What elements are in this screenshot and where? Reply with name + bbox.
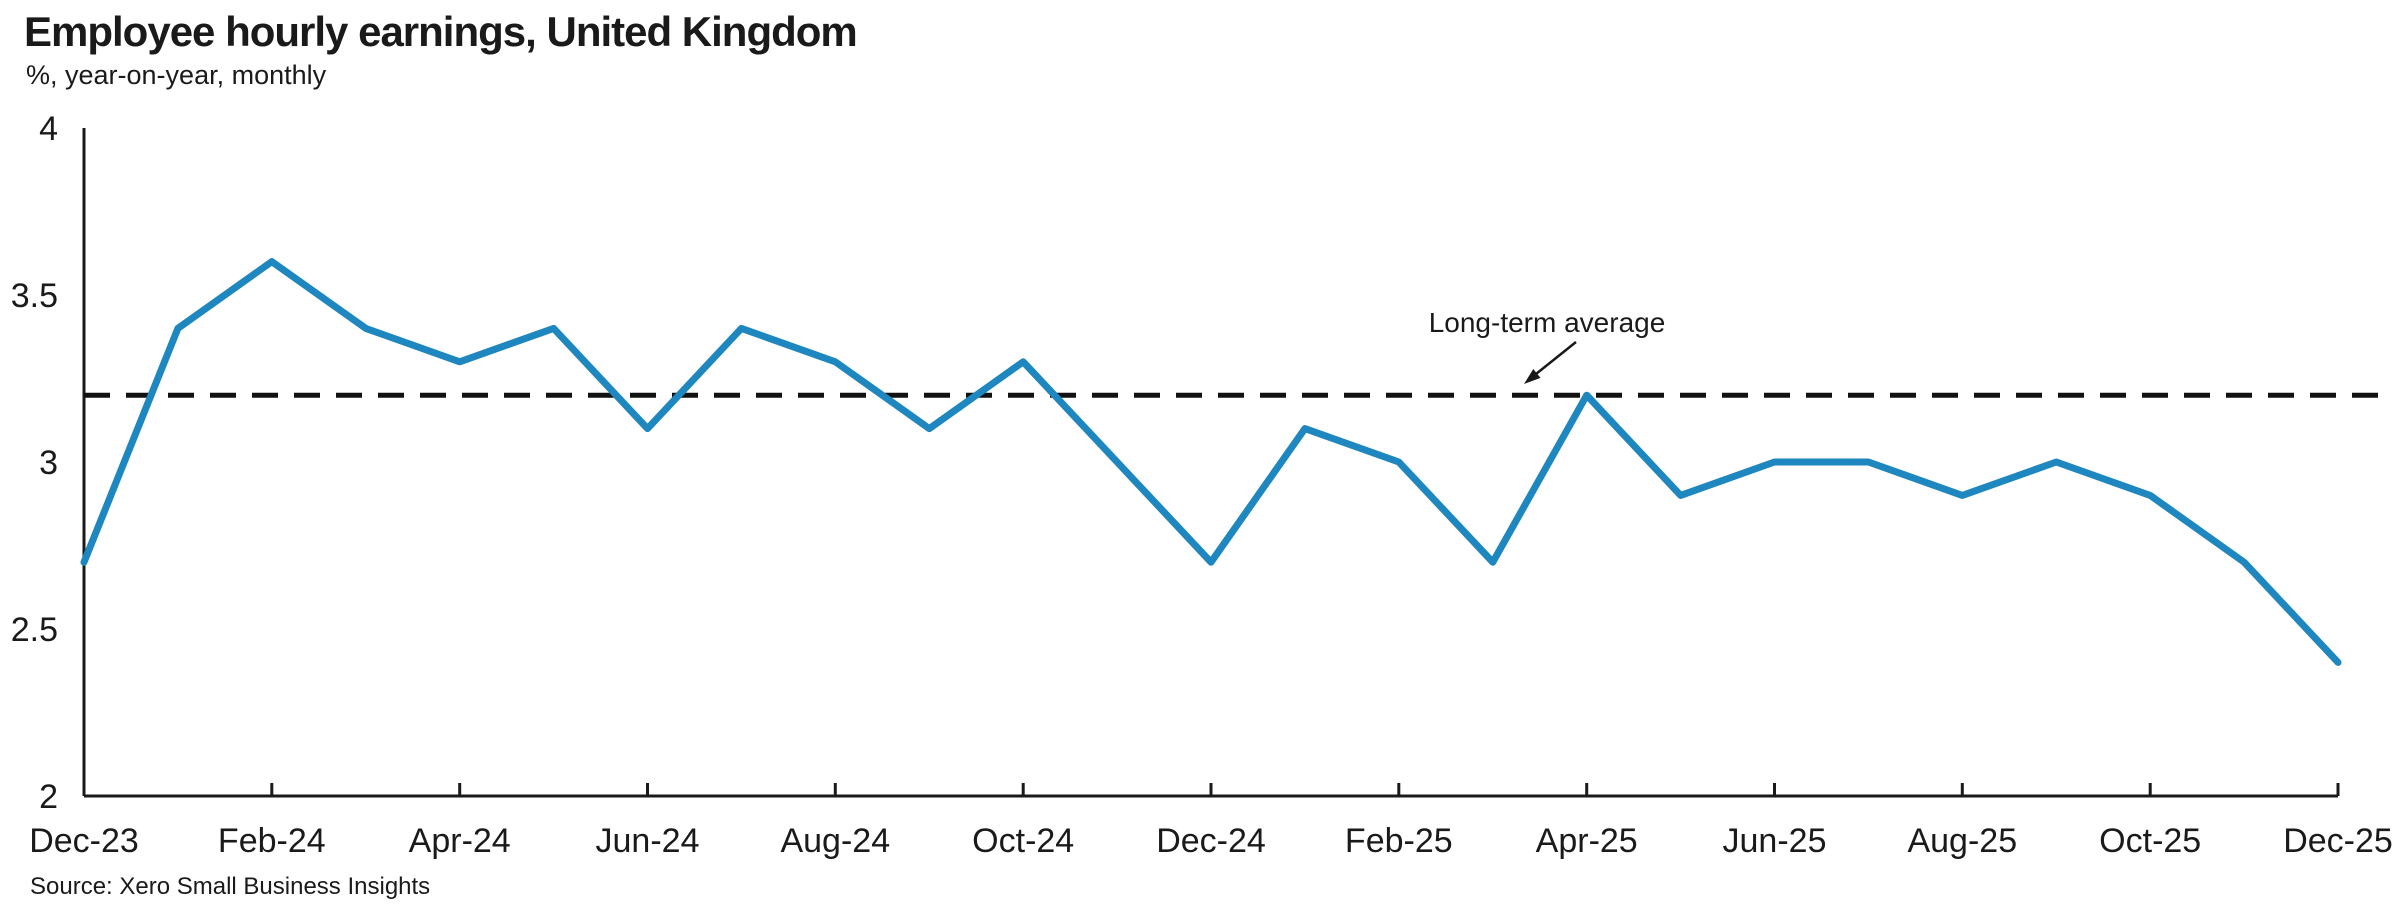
x-axis-label: Dec-23	[29, 822, 139, 860]
x-axis-label: Feb-25	[1345, 822, 1453, 860]
chart-title: Employee hourly earnings, United Kingdom	[24, 8, 857, 55]
y-axis-labels: 2 2.5 3 3.5 4	[11, 110, 58, 816]
data-line	[80, 258, 2342, 666]
y-axis-label: 4	[39, 110, 58, 148]
y-axis-label: 3	[39, 444, 58, 482]
x-axis-label: Apr-25	[1536, 822, 1638, 860]
x-axis-ticks	[82, 783, 2340, 796]
annotation-arrow	[1524, 341, 1577, 384]
long-term-average-label: Long-term average	[1429, 307, 1666, 338]
chart-subtitle: %, year-on-year, monthly	[26, 60, 327, 90]
x-axis-label: Dec-25	[2283, 822, 2393, 860]
x-axis-label: Feb-24	[218, 822, 326, 860]
x-axis-label: Jun-24	[596, 822, 700, 860]
y-axis-label: 2.5	[11, 611, 58, 649]
x-axis-label: Aug-24	[780, 822, 890, 860]
source-note: Source: Xero Small Business Insights	[30, 873, 430, 900]
x-axis-label: Apr-24	[409, 822, 511, 860]
x-axis-label: Jun-25	[1723, 822, 1827, 860]
y-axis-label: 2	[39, 778, 58, 816]
x-axis-label: Dec-24	[1156, 822, 1266, 860]
x-axis-label: Oct-25	[2099, 822, 2201, 860]
y-axis-label: 3.5	[11, 277, 58, 315]
x-axis-label: Oct-24	[972, 822, 1074, 860]
x-axis-label: Aug-25	[1907, 822, 2017, 860]
x-axis-labels: Dec-23 Feb-24 Apr-24 Jun-24 Aug-24 Oct-24 Dec-…	[29, 822, 2393, 860]
